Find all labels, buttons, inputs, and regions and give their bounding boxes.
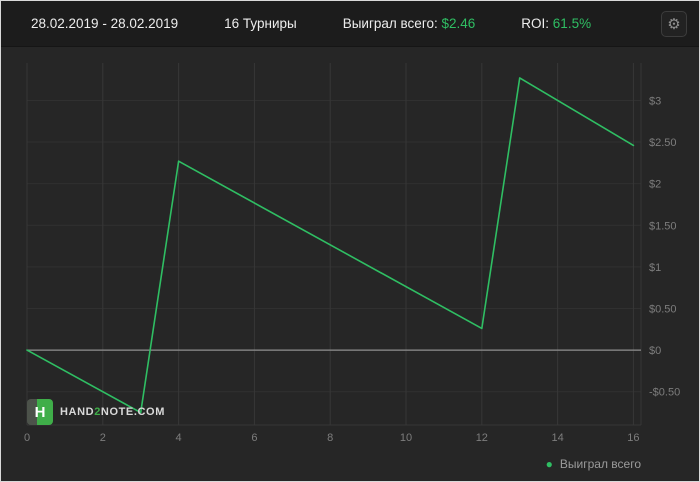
logo-text-hand: HAND — [60, 406, 95, 418]
won-total-value: $2.46 — [441, 16, 476, 31]
svg-text:-$0.50: -$0.50 — [649, 387, 680, 399]
svg-text:8: 8 — [327, 432, 333, 444]
svg-text:14: 14 — [551, 432, 563, 444]
logo-text-2: 2 — [94, 406, 101, 418]
winnings-chart-panel: 0 2 4 6 8 10 12 14 16 $3 $2.50 $2 $1.50 $1 $0.50 $0 -$0.… — [1, 47, 699, 447]
legend-item-won-total[interactable]: ● Выиграл всего — [546, 457, 641, 471]
svg-text:$1.50: $1.50 — [649, 220, 677, 232]
svg-text:$0: $0 — [649, 345, 661, 357]
roi-value: 61.5% — [552, 16, 592, 31]
logo-text-note: NOTE.COM — [100, 406, 165, 418]
winnings-line-chart-canvas: 0 2 4 6 8 10 12 14 16 $3 $2.50 $2 $1.50 $1 $0.50 $0 -$0.… — [24, 63, 680, 444]
stats-topbar: 28.02.2019 - 28.02.2019 16 Турниры Выигр… — [1, 1, 699, 47]
svg-text:2: 2 — [100, 432, 106, 444]
roi-stat: ROI: 61.5% — [521, 16, 591, 31]
roi-label: ROI: — [521, 16, 550, 31]
legend-series-label: Выиграл всего — [559, 457, 641, 471]
svg-text:10: 10 — [400, 432, 412, 444]
svg-text:16: 16 — [627, 432, 639, 444]
date-range-filter[interactable]: 28.02.2019 - 28.02.2019 — [31, 16, 179, 31]
hand2note-logo-link[interactable]: H HAND2NOTE.COM — [27, 399, 165, 425]
svg-text:0: 0 — [24, 432, 30, 444]
tournaments-count: 16 Турниры — [224, 16, 297, 31]
svg-text:12: 12 — [476, 432, 488, 444]
svg-text:$2.50: $2.50 — [649, 137, 677, 149]
svg-text:$0.50: $0.50 — [649, 303, 677, 315]
svg-text:$1: $1 — [649, 262, 661, 274]
legend-series-dot-icon: ● — [545, 457, 553, 471]
won-total-label: Выиграл всего: — [342, 16, 438, 31]
chart-legend: ● Выиграл всего — [1, 447, 699, 481]
hand2note-logo-icon: H — [27, 399, 53, 425]
settings-gear-icon[interactable]: ⚙ — [661, 10, 687, 37]
svg-text:$2: $2 — [649, 179, 661, 191]
hand2note-logo-text: HAND2NOTE.COM — [60, 406, 165, 418]
svg-text:$3: $3 — [649, 95, 661, 107]
svg-text:4: 4 — [176, 432, 182, 444]
won-total-stat: Выиграл всего: $2.46 — [343, 16, 476, 31]
svg-text:6: 6 — [251, 432, 257, 444]
